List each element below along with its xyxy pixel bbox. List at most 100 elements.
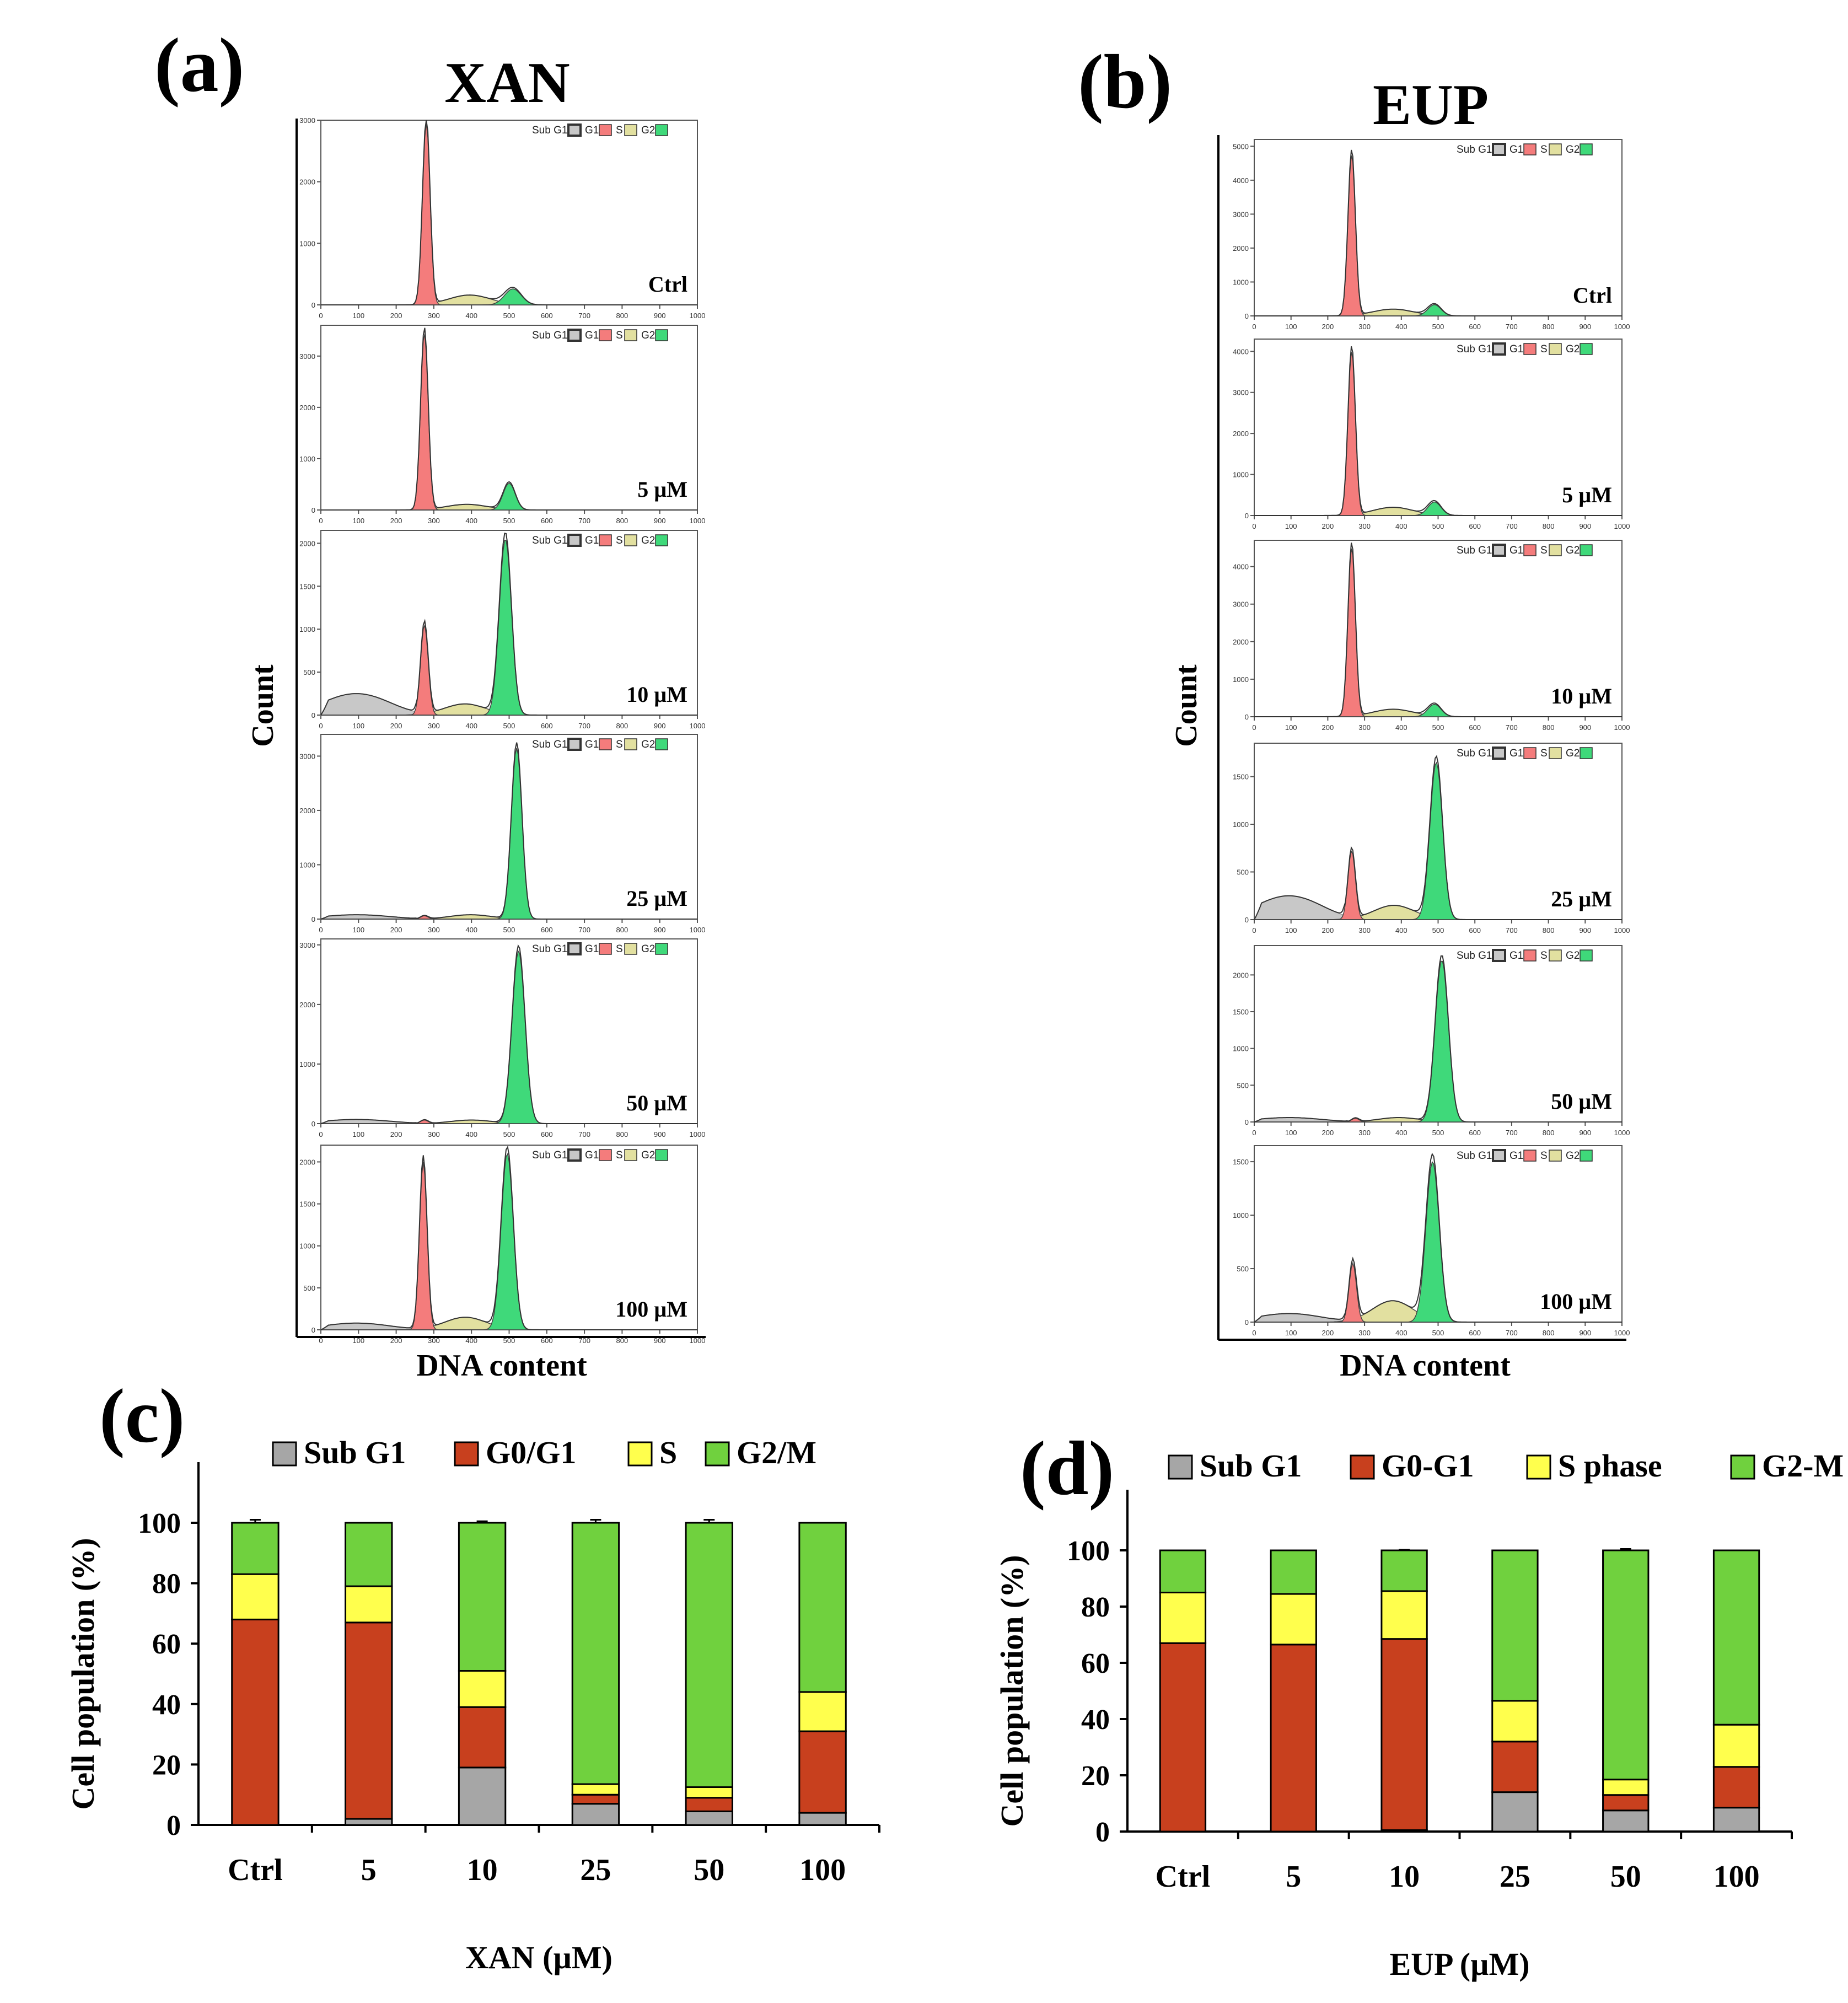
legend-label: G0-G1 — [1382, 1448, 1474, 1484]
x-tick-label: 300 — [428, 722, 440, 730]
x-tick-label: 500 — [1432, 1329, 1444, 1337]
x-tick-label: 0 — [1252, 1129, 1256, 1137]
x-tick-label: 800 — [616, 1336, 628, 1345]
legend-swatch — [567, 329, 582, 342]
x-tick-label: 1000 — [1614, 323, 1630, 331]
legend-swatch — [272, 1441, 297, 1467]
histogram-a-4: 0 100 200 300 400 500 600 700 800 900 1000 0 1000 200… — [299, 938, 706, 1139]
x-tick-label: 900 — [654, 926, 666, 934]
x-tick-label: 0 — [319, 1336, 323, 1345]
legend-swatch — [1549, 343, 1562, 355]
legend-label: Sub G1 — [532, 125, 567, 136]
legend-swatch — [1549, 747, 1562, 759]
y-tick-label: 1000 — [1233, 471, 1249, 479]
y-tick-label: 80 — [1081, 1592, 1110, 1623]
x-tick-label: 400 — [1395, 1329, 1408, 1337]
bar-segment-sub-g1 — [685, 1810, 733, 1826]
bar-segment-g0-g1 — [571, 1793, 620, 1805]
panel-d-bar-chart: 0 20 40 60 80 100 Ctrl 5 10 25 50 100 Cell populatio… — [994, 1448, 1844, 1982]
x-tick-label: 400 — [1395, 522, 1408, 530]
legend-label: S — [1540, 950, 1548, 962]
x-tick-label: 1000 — [690, 517, 706, 525]
x-tick-label: 500 — [503, 517, 515, 525]
y-tick-label: 1000 — [299, 625, 315, 633]
legend-swatch — [1523, 949, 1537, 962]
x-tick-label: 900 — [1579, 323, 1591, 331]
legend-swatch — [567, 123, 582, 137]
x-tick-label: 100 — [352, 1336, 364, 1345]
x-tick-label: 500 — [1432, 926, 1444, 935]
x-tick-label: 300 — [1358, 926, 1371, 935]
x-tick-label: Ctrl — [1156, 1860, 1211, 1894]
y-tick-label: 20 — [152, 1749, 181, 1781]
x-tick-label: 1000 — [690, 1130, 706, 1139]
y-tick-label: 60 — [152, 1629, 181, 1660]
legend-label: G0/G1 — [486, 1435, 576, 1470]
legend-swatch — [1492, 949, 1506, 962]
x-tick-label: 500 — [503, 722, 515, 730]
legend-label: Sub G1 — [532, 943, 567, 955]
y-tick-label: 3000 — [1233, 210, 1249, 218]
legend-label: S — [616, 943, 623, 955]
x-tick-label: 0 — [319, 312, 323, 320]
bar-segment-g0-g1 — [345, 1621, 393, 1820]
x-tick-label: 0 — [319, 722, 323, 730]
y-tick-label: 3000 — [1233, 600, 1249, 609]
x-tick-label: 0 — [1252, 522, 1256, 530]
bar-segment-g2-m — [1712, 1549, 1760, 1726]
y-tick-label: 2000 — [299, 178, 315, 186]
legend-swatch — [1523, 747, 1537, 759]
x-tick-label: 10 — [467, 1853, 498, 1887]
y-tick-label: 40 — [152, 1689, 181, 1721]
x-tick-label: 800 — [1543, 723, 1555, 732]
condition-label: Ctrl — [1573, 283, 1612, 308]
x-tick-label: 200 — [390, 1130, 402, 1139]
bar-segment-s — [458, 1670, 507, 1708]
y-tick-label: 0 — [1245, 916, 1249, 924]
legend-label: G1 — [585, 125, 599, 136]
y-tick-label: 100 — [138, 1508, 181, 1539]
y-tick-label: 2000 — [299, 404, 315, 412]
y-axis-label: Cell population (%) — [65, 1538, 101, 1809]
x-tick-label: 100 — [352, 517, 364, 525]
bar-segment-sub-g1 — [458, 1766, 507, 1826]
bar-segment-g2-m — [345, 1522, 393, 1587]
legend-label: S — [659, 1435, 677, 1470]
fit-envelope-line — [1254, 1152, 1622, 1323]
fit-envelope-line — [1254, 755, 1622, 920]
y-tick-label: 500 — [303, 1284, 315, 1292]
legend-swatch — [655, 1149, 668, 1161]
y-tick-label: 1000 — [299, 861, 315, 869]
bar-segment-s — [571, 1783, 620, 1796]
x-tick-label: 200 — [390, 722, 402, 730]
y-tick-label: 0 — [166, 1810, 181, 1841]
condition-label: 50 µM — [1551, 1089, 1612, 1114]
bar-segment-g2-m — [798, 1522, 847, 1693]
legend-label: S — [616, 535, 623, 546]
bar-segment-g2-m — [1380, 1549, 1428, 1592]
bar-segment-sub-g1 — [1491, 1791, 1539, 1833]
y-tick-label: 1500 — [299, 582, 315, 590]
x-tick-label: 500 — [503, 312, 515, 320]
y-tick-label: 1000 — [1233, 675, 1249, 684]
x-tick-label: 400 — [1395, 1129, 1408, 1137]
x-tick-label: 900 — [654, 517, 666, 525]
legend-label: G1 — [585, 739, 599, 750]
legend-label: S — [616, 1150, 623, 1161]
panel-a-title: XAN — [444, 50, 570, 115]
legend-swatch — [1523, 143, 1537, 155]
histogram-b-2: 0 100 200 300 400 500 600 700 800 900 1000 0 1000 200… — [1233, 540, 1630, 732]
legend-swatch — [1523, 343, 1537, 355]
legend-swatch — [627, 1441, 653, 1467]
x-tick-label: 700 — [1506, 1129, 1518, 1137]
legend-label: G2 — [1566, 1150, 1580, 1162]
legend-label: G1 — [585, 943, 599, 955]
bar-segment-g2-m — [685, 1522, 733, 1788]
x-tick-label: 1000 — [690, 722, 706, 730]
legend-label: Sub G1 — [304, 1435, 406, 1470]
y-tick-label: 20 — [1081, 1760, 1110, 1792]
bar-segment-g2-m — [571, 1522, 620, 1785]
bar-segment-s — [798, 1691, 847, 1732]
legend-label: G2-M — [1762, 1448, 1844, 1484]
histogram-plot-area — [1254, 540, 1623, 717]
